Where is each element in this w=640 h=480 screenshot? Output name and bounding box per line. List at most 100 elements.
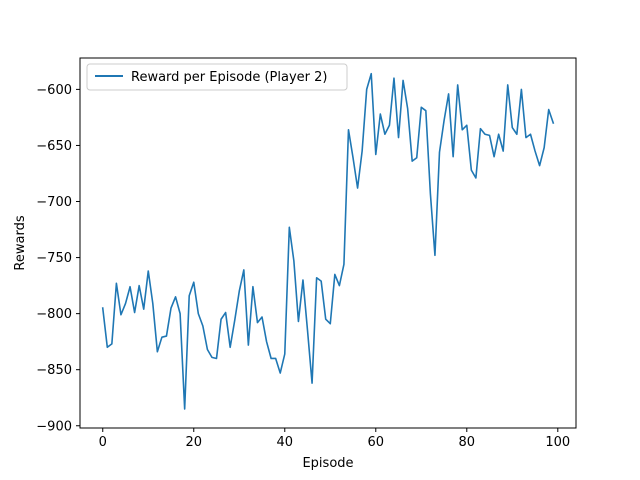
x-tick-label: 20 — [185, 435, 202, 450]
data-point — [479, 127, 482, 130]
series-line-0 — [101, 72, 555, 410]
data-point — [347, 128, 350, 131]
data-point — [224, 311, 227, 314]
data-point — [424, 109, 427, 112]
data-point — [206, 348, 209, 351]
data-point — [506, 83, 509, 86]
y-tick-label: −600 — [36, 83, 72, 98]
data-point — [524, 136, 527, 139]
data-point — [129, 285, 132, 288]
data-point — [497, 133, 500, 136]
data-point — [106, 346, 109, 349]
y-tick-label: −700 — [36, 195, 72, 210]
data-point — [229, 346, 232, 349]
data-point — [552, 122, 555, 125]
data-point — [452, 155, 455, 158]
x-tick-label: 80 — [459, 435, 476, 450]
data-point — [288, 226, 291, 229]
data-point — [201, 324, 204, 327]
data-point — [529, 133, 532, 136]
data-point — [488, 134, 491, 137]
data-point — [352, 156, 355, 159]
y-tick-label: −650 — [36, 139, 72, 154]
data-point — [543, 146, 546, 149]
data-point — [115, 282, 118, 285]
data-point — [233, 319, 236, 322]
data-point — [411, 160, 414, 163]
data-point — [197, 312, 200, 315]
data-point — [406, 107, 409, 110]
data-point — [156, 350, 159, 353]
data-point — [311, 382, 314, 385]
data-point — [292, 259, 295, 262]
plot-area — [80, 58, 576, 428]
data-point — [101, 307, 104, 310]
data-point — [465, 124, 468, 127]
data-point — [402, 79, 405, 82]
data-point — [493, 155, 496, 158]
data-point — [415, 156, 418, 159]
data-point — [179, 312, 182, 315]
data-point — [138, 284, 141, 287]
data-point — [238, 290, 241, 293]
x-axis: 0 20 40 60 80 100 — [99, 428, 570, 450]
y-axis: −900 −850 −800 −750 −700 −650 −600 — [36, 83, 80, 434]
x-tick-label: 40 — [276, 435, 293, 450]
data-point — [342, 263, 345, 266]
data-point — [170, 307, 173, 310]
data-point — [547, 108, 550, 111]
data-point — [333, 273, 336, 276]
data-point — [270, 357, 273, 360]
data-point — [142, 308, 145, 311]
data-point — [124, 302, 127, 305]
data-point — [192, 281, 195, 284]
data-point — [133, 311, 136, 314]
data-point — [370, 72, 373, 75]
series-layer — [101, 72, 555, 410]
data-point — [374, 153, 377, 156]
data-point — [534, 150, 537, 153]
y-tick-label: −800 — [36, 307, 72, 322]
data-point — [247, 344, 250, 347]
data-point — [338, 284, 341, 287]
legend-label: Reward per Episode (Player 2) — [131, 70, 327, 85]
data-point — [320, 280, 323, 283]
data-point — [151, 302, 154, 305]
data-point — [165, 335, 168, 338]
data-point — [392, 77, 395, 80]
plot-frame — [79, 57, 577, 429]
data-point — [324, 318, 327, 321]
data-point — [297, 320, 300, 323]
x-tick-label: 100 — [545, 435, 570, 450]
data-point — [429, 192, 432, 195]
data-point — [174, 295, 177, 298]
data-point — [511, 126, 514, 129]
x-tick-label: 60 — [368, 435, 385, 450]
data-point — [119, 313, 122, 316]
legend: Reward per Episode (Player 2) — [86, 63, 348, 91]
data-point — [220, 318, 223, 321]
x-tick-label: 0 — [99, 435, 107, 450]
data-point — [361, 150, 364, 153]
data-point — [110, 342, 113, 345]
y-tick-label: −900 — [36, 419, 72, 434]
data-point — [470, 169, 473, 172]
legend-box — [86, 63, 348, 91]
data-point — [443, 119, 446, 122]
data-point — [433, 254, 436, 257]
data-point — [279, 372, 282, 375]
data-point — [215, 357, 218, 360]
y-tick-label: −750 — [36, 251, 72, 266]
data-point — [397, 136, 400, 139]
data-point — [388, 124, 391, 127]
data-point — [474, 176, 477, 179]
data-point — [420, 106, 423, 109]
data-point — [183, 407, 186, 410]
y-tick-label: −850 — [36, 363, 72, 378]
data-point — [306, 329, 309, 332]
data-point — [261, 316, 264, 319]
data-point — [147, 270, 150, 273]
data-point — [256, 321, 259, 324]
data-point — [188, 294, 191, 297]
